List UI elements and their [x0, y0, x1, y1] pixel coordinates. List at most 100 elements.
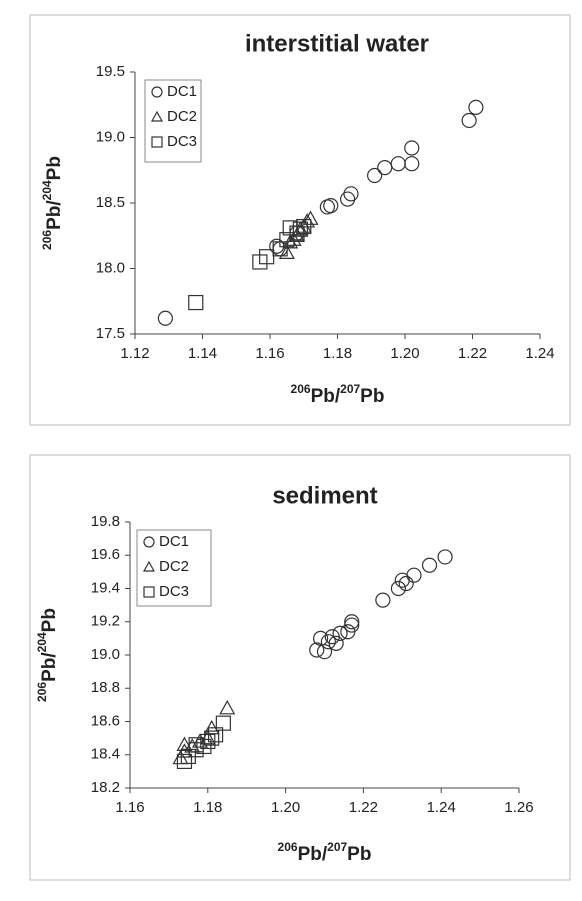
point: [404, 156, 420, 172]
label-text: Pb/: [298, 844, 328, 865]
chart-frame: [29, 14, 571, 426]
label-text: Pb/: [311, 386, 341, 407]
label-text: Pb: [360, 386, 384, 407]
axis-label: 206Pb/207Pb: [291, 382, 385, 407]
chart-title: interstitial water: [245, 30, 429, 57]
point: [188, 294, 204, 311]
label-text: Pb: [347, 844, 371, 865]
point: [320, 634, 336, 650]
point: [340, 191, 356, 207]
y-tick-label: 19.0: [91, 646, 120, 663]
point: [367, 167, 383, 184]
y-tick-label: 18.0: [96, 259, 125, 276]
point: [390, 580, 407, 597]
point: [404, 140, 420, 156]
point: [196, 738, 212, 755]
x-tick-label: 1.14: [188, 345, 217, 362]
point: [176, 736, 193, 751]
legend-label: DC2: [167, 108, 197, 125]
point: [323, 198, 339, 214]
label-superscript: 206: [278, 840, 298, 854]
axis-label: 206Pb/207Pb: [278, 840, 372, 865]
point: [188, 737, 204, 753]
y-tick-label: 19.2: [91, 613, 120, 630]
x-tick-label: 1.24: [427, 799, 456, 816]
legend-label: DC2: [159, 558, 189, 575]
legend-label: DC3: [167, 133, 197, 150]
legend-label: DC1: [167, 83, 197, 100]
legend-symbol: [151, 136, 163, 148]
label-superscript: 204: [40, 180, 54, 200]
point: [398, 575, 414, 592]
label-superscript: 204: [35, 632, 49, 652]
point: [278, 244, 295, 259]
x-tick-label: 1.18: [193, 799, 222, 816]
x-tick-label: 1.22: [458, 345, 487, 362]
point: [313, 630, 329, 646]
point: [344, 614, 360, 630]
label-text: Pb/: [44, 200, 65, 230]
point: [176, 753, 193, 770]
x-tick-label: 1.18: [323, 345, 352, 362]
point: [309, 642, 325, 658]
legend-symbol: [150, 110, 164, 122]
x-tick-label: 1.12: [120, 345, 149, 362]
y-tick-label: 18.8: [91, 679, 120, 696]
point: [204, 730, 220, 746]
y-tick-label: 19.6: [91, 546, 120, 563]
y-tick-label: 18.6: [91, 712, 120, 729]
label-superscript: 206: [40, 230, 54, 250]
chart-frame: [29, 454, 571, 881]
label-text: Pb: [39, 608, 60, 632]
legend-symbol: [151, 86, 163, 98]
point: [377, 160, 393, 176]
y-tick-label: 18.2: [91, 779, 120, 796]
y-tick-label: 19.8: [91, 513, 120, 530]
label-text: Pb: [44, 156, 65, 180]
legend-symbol: [142, 560, 156, 572]
x-tick-label: 1.16: [115, 799, 144, 816]
point: [461, 112, 477, 129]
label-superscript: 206: [35, 682, 49, 702]
point: [292, 221, 308, 237]
point: [332, 625, 348, 641]
legend-box: [144, 79, 202, 163]
axis-label: 206Pb/204Pb: [40, 156, 65, 250]
label-superscript: 207: [340, 382, 360, 396]
axis-label: 206Pb/204Pb: [35, 608, 60, 702]
y-tick-label: 18.5: [96, 194, 125, 211]
y-tick-label: 17.5: [96, 325, 125, 342]
point: [437, 549, 453, 565]
y-tick-label: 18.4: [91, 746, 120, 763]
y-tick-label: 19.5: [96, 63, 125, 80]
point: [207, 727, 224, 743]
point: [375, 592, 391, 608]
point: [259, 249, 275, 265]
y-tick-label: 19.4: [91, 579, 120, 596]
label-superscript: 207: [327, 840, 347, 854]
legend-symbol: [143, 536, 155, 548]
label-superscript: 206: [291, 382, 311, 396]
x-tick-label: 1.22: [349, 799, 378, 816]
legend-label: DC1: [159, 533, 189, 550]
point: [219, 699, 236, 715]
x-tick-label: 1.20: [271, 799, 300, 816]
x-tick-label: 1.24: [525, 345, 554, 362]
chart-title: sediment: [272, 482, 377, 509]
point: [421, 557, 438, 573]
point: [343, 186, 359, 202]
point: [215, 715, 231, 731]
point: [344, 617, 360, 633]
point: [468, 99, 484, 115]
point: [296, 218, 312, 235]
x-tick-label: 1.26: [504, 799, 533, 816]
label-text: Pb/: [39, 652, 60, 682]
point: [328, 635, 344, 651]
point: [406, 567, 422, 583]
point: [390, 156, 406, 172]
x-tick-label: 1.16: [255, 345, 284, 362]
x-tick-label: 1.20: [390, 345, 419, 362]
legend-box: [136, 529, 212, 607]
point: [157, 310, 173, 326]
